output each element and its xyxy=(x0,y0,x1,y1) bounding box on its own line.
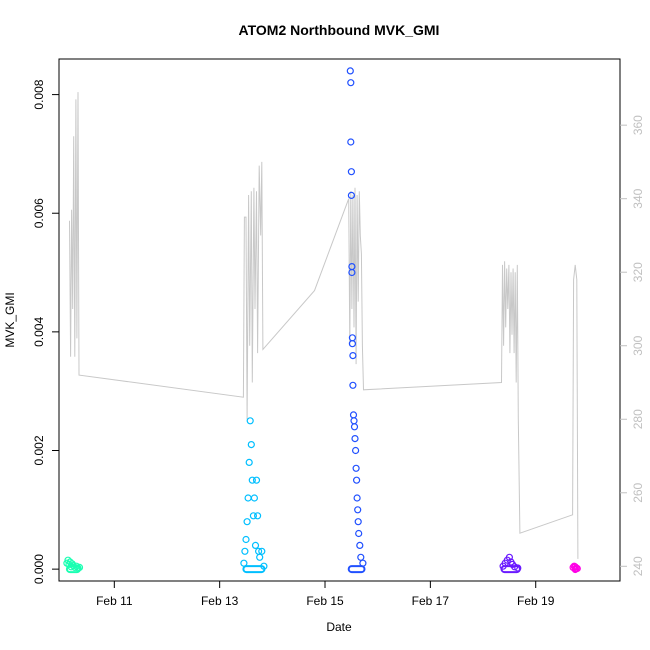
series-1-point-15 xyxy=(256,553,264,561)
series-2-point-21 xyxy=(355,529,363,538)
y2-tick-label-5: 340 xyxy=(631,188,645,208)
series-1-point-13 xyxy=(254,512,262,520)
chart-title: ATOM2 Northbound MVK_GMI xyxy=(239,22,440,38)
series-1-point-10 xyxy=(250,494,258,502)
series-2-baseline-cluster xyxy=(347,565,366,574)
series-2-point-17 xyxy=(353,476,361,484)
series-1-point-2 xyxy=(242,535,250,544)
series-4 xyxy=(569,562,581,574)
series-2-point-3 xyxy=(347,168,355,176)
x-axis: Feb 11 Feb 13 Feb 15 Feb 17 Feb 19 xyxy=(96,581,555,608)
series-1-point-12 xyxy=(252,476,261,484)
y2-tick-label-3: 300 xyxy=(631,335,645,355)
x-tick-label-1: Feb 13 xyxy=(201,594,239,608)
series-2-point-8 xyxy=(348,340,356,348)
series-1-point-1 xyxy=(241,547,249,555)
series-2 xyxy=(346,67,367,574)
y-tick-label-2: 0.004 xyxy=(32,317,46,347)
series-2-point-23 xyxy=(357,553,365,561)
line-series-path xyxy=(69,92,579,559)
series-1-point-3 xyxy=(243,518,251,526)
y2-tick-label-2: 280 xyxy=(631,409,645,429)
series-1-point-8 xyxy=(248,476,256,484)
series-2-point-14 xyxy=(351,435,359,443)
y2-tick-label-6: 360 xyxy=(631,115,645,135)
y-axis-label: MVK_GMI xyxy=(3,292,17,347)
series-0-point-1 xyxy=(64,556,72,564)
x-tick-label-0: Feb 11 xyxy=(96,594,133,608)
series-2-point-16 xyxy=(352,464,360,472)
series-1-point-16 xyxy=(258,547,266,555)
series-0 xyxy=(63,556,84,574)
y2-tick-label-0: 240 xyxy=(631,556,645,576)
series-1-baseline-cluster xyxy=(242,565,266,574)
series-2-point-19 xyxy=(354,506,362,514)
point-series xyxy=(63,67,581,574)
series-4-baseline-cluster xyxy=(571,565,579,574)
line-series xyxy=(69,92,579,559)
series-2-point-0 xyxy=(346,67,354,75)
series-1-point-5 xyxy=(245,458,253,466)
series-2-point-6 xyxy=(348,268,356,277)
series-2-point-1 xyxy=(347,79,355,87)
series-0-point-7 xyxy=(71,563,79,572)
series-1-point-6 xyxy=(246,417,254,425)
series-2-point-10 xyxy=(349,381,357,389)
series-2-point-18 xyxy=(353,494,361,502)
y-tick-label-0: 0.000 xyxy=(32,554,46,584)
series-2-point-4 xyxy=(347,191,355,199)
series-1 xyxy=(240,417,268,574)
series-2-point-12 xyxy=(350,417,358,425)
series-2-point-20 xyxy=(354,518,362,526)
series-3-point-3 xyxy=(505,553,513,561)
x-axis-label: Date xyxy=(326,620,352,634)
series-1-point-11 xyxy=(251,541,260,550)
series-2-point-2 xyxy=(347,138,355,146)
y-tick-label-4: 0.008 xyxy=(32,79,46,109)
y2-tick-label-4: 320 xyxy=(631,262,645,282)
x-tick-label-4: Feb 19 xyxy=(517,594,555,608)
series-2-point-22 xyxy=(356,541,364,550)
y-axis: 0.000 0.002 0.004 0.006 0.008 xyxy=(32,79,59,584)
series-3 xyxy=(499,553,522,574)
series-2-point-11 xyxy=(349,411,358,419)
y-tick-label-3: 0.006 xyxy=(32,198,46,228)
series-1-point-7 xyxy=(247,441,255,449)
series-2-point-15 xyxy=(352,446,360,455)
plot-area xyxy=(58,58,621,582)
series-1-point-4 xyxy=(244,494,252,502)
series-1-point-9 xyxy=(249,512,257,520)
series-2-point-9 xyxy=(349,352,357,360)
x-tick-label-3: Feb 17 xyxy=(412,594,450,608)
series-2-point-13 xyxy=(350,423,359,431)
series-0-baseline-cluster xyxy=(65,565,82,574)
y-axis-right: 240 260 280 300 320 340 360 xyxy=(620,115,645,576)
y2-tick-label-1: 260 xyxy=(631,482,645,502)
series-3-baseline-cluster xyxy=(500,565,521,574)
x-tick-label-2: Feb 15 xyxy=(306,594,344,608)
y-tick-label-1: 0.002 xyxy=(32,435,46,465)
